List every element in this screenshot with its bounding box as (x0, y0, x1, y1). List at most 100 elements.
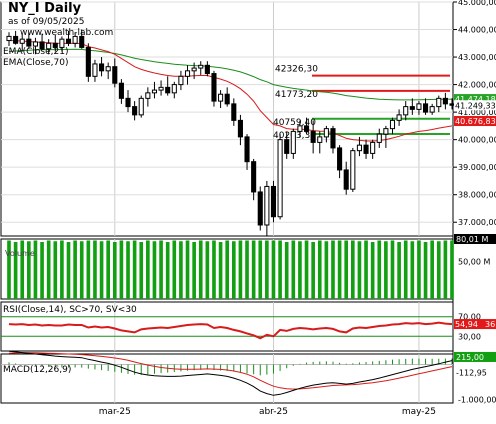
candle-body (39, 41, 45, 50)
candle-body (436, 97, 442, 108)
y-tick-label: 41.000,00 (458, 108, 496, 117)
volume-bar (284, 242, 289, 299)
y-tick-label: 38.000,00 (458, 191, 496, 200)
rsi-last-label: 54,94 (455, 320, 478, 329)
candle-body (264, 185, 270, 226)
y-tick-label: 50,00 M (458, 258, 490, 267)
candle-body (449, 103, 455, 106)
candle-body (403, 106, 409, 116)
candle-body (105, 66, 111, 72)
volume-bar (112, 242, 117, 299)
candle-body (218, 93, 224, 102)
volume-bar (403, 240, 408, 299)
volume-bar (93, 240, 97, 299)
macd-line (8, 350, 453, 396)
volume-bar (225, 240, 230, 299)
y-tick-label: 42.000,00 (458, 81, 496, 90)
candle-body (270, 185, 277, 218)
candle-body (211, 73, 217, 102)
rsi-legend: RSI(Close,14), SC>70, SV<30 (3, 305, 137, 315)
candle-body (32, 41, 38, 47)
volume-bar (397, 242, 401, 299)
candle-body (125, 97, 131, 108)
volume-bar (436, 241, 441, 299)
volume-bar (351, 240, 355, 299)
volume-bar (119, 240, 124, 299)
candle-body (343, 169, 349, 190)
volume-bar (344, 240, 349, 299)
volume-bar (291, 240, 296, 299)
value-tag-label: 41.474,18 (455, 95, 496, 104)
volume-bar (99, 241, 104, 299)
volume-bar (390, 240, 395, 299)
volume-bar (384, 241, 388, 299)
legend-ema21: EMA(Close,21) (3, 47, 69, 57)
volume-bar (370, 242, 375, 299)
level-label: 40759,40 (273, 118, 316, 128)
volume-bar (165, 242, 170, 299)
y-tick-label: 39.000,00 (458, 163, 496, 172)
macd-last-label-2: -112,95 (456, 368, 487, 377)
volume-bar (66, 242, 71, 299)
value-tag-label: 41.249,33 (455, 101, 496, 110)
candle-body (118, 82, 124, 99)
candle-body (383, 128, 389, 135)
volume-bar (73, 240, 77, 299)
volume-bar (258, 240, 263, 299)
candle-body (165, 86, 171, 94)
x-tick-label: may-25 (402, 407, 436, 417)
volume-bar (304, 240, 309, 299)
candle-body (72, 35, 78, 44)
candle-body (52, 42, 58, 48)
volume-bar (337, 240, 342, 299)
candle-body (191, 67, 197, 72)
candle-body (158, 86, 164, 91)
volume-bar (298, 241, 302, 299)
candle-body (79, 35, 85, 48)
candle-body (370, 141, 376, 154)
rsi-line (8, 321, 453, 340)
volume-bar (212, 240, 216, 299)
candle-body (112, 66, 118, 84)
candle-body (442, 97, 448, 105)
x-tick-label: mar-25 (99, 407, 131, 417)
volume-bar (185, 240, 190, 299)
y-tick-label: 43.000,00 (458, 53, 496, 62)
candle-body (145, 92, 151, 99)
volume-bar (146, 240, 150, 299)
candle-body (310, 130, 316, 143)
volume-bar (238, 240, 243, 299)
candle-body (423, 103, 429, 113)
volume-bar (357, 241, 362, 299)
volume-bar (46, 240, 51, 299)
candle-body (429, 106, 435, 113)
volume-bar (311, 242, 315, 299)
candle-body (323, 128, 329, 138)
macd-tag-bg (454, 351, 496, 362)
volume-bar (218, 242, 223, 299)
candle-body (376, 133, 382, 143)
volume-bar (33, 240, 38, 299)
level-label: 41773,20 (275, 90, 318, 100)
candle-body (92, 63, 98, 77)
candle-body (416, 103, 422, 110)
y-tick-label: 44.000,00 (458, 26, 496, 35)
volume-bar (450, 240, 454, 299)
candle-body (46, 42, 52, 50)
rsi-last-label-2: 36 (485, 320, 495, 329)
volume-bar (192, 242, 196, 299)
chart-title: NY_I Daily (8, 1, 82, 16)
volume-bar (198, 240, 203, 299)
site-watermark: www.wealth-lab.com (20, 28, 114, 38)
volume-bar (53, 241, 58, 299)
value-tag-label: 40.676,83 (455, 117, 496, 126)
volume-bar (231, 241, 236, 299)
candle-body (251, 161, 257, 193)
candle-body (356, 144, 362, 152)
volume-bar (106, 240, 110, 299)
volume-bar (159, 240, 163, 299)
volume-bar (139, 242, 144, 299)
candle-body (409, 106, 415, 110)
macd-signal-line (8, 352, 453, 390)
